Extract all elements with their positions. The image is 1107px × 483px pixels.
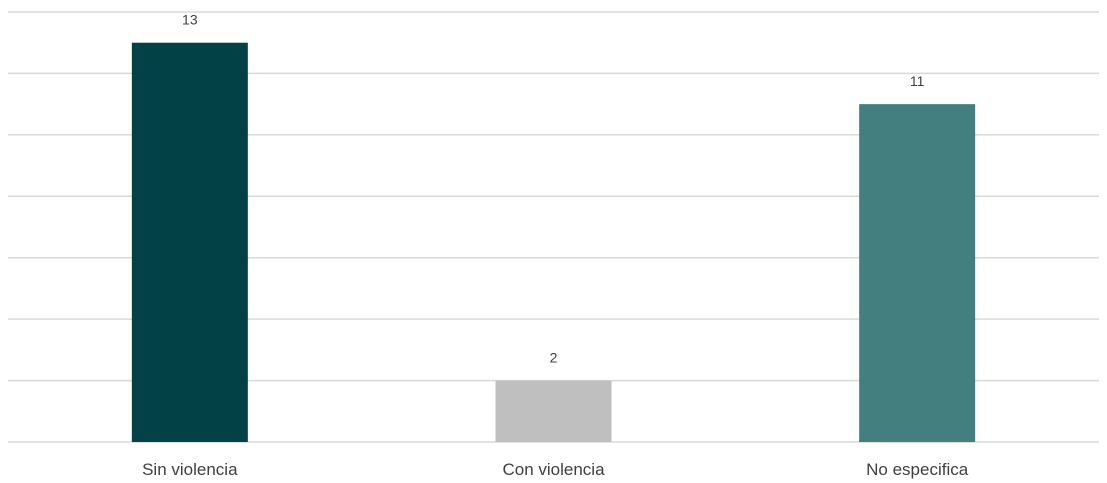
bar-no-especifica xyxy=(859,104,976,443)
category-label: Con violencia xyxy=(502,460,605,479)
data-labels: 13 2 11 xyxy=(182,12,925,366)
bar-con-violencia xyxy=(495,380,612,442)
category-labels: Sin violencia Con violencia No especifica xyxy=(142,460,969,479)
data-label: 11 xyxy=(910,73,925,89)
category-label: No especifica xyxy=(866,460,969,479)
data-label: 13 xyxy=(182,12,198,28)
category-label: Sin violencia xyxy=(142,460,238,479)
data-label: 2 xyxy=(550,350,558,366)
bars xyxy=(131,42,976,443)
bar-sin-violencia xyxy=(131,42,248,442)
